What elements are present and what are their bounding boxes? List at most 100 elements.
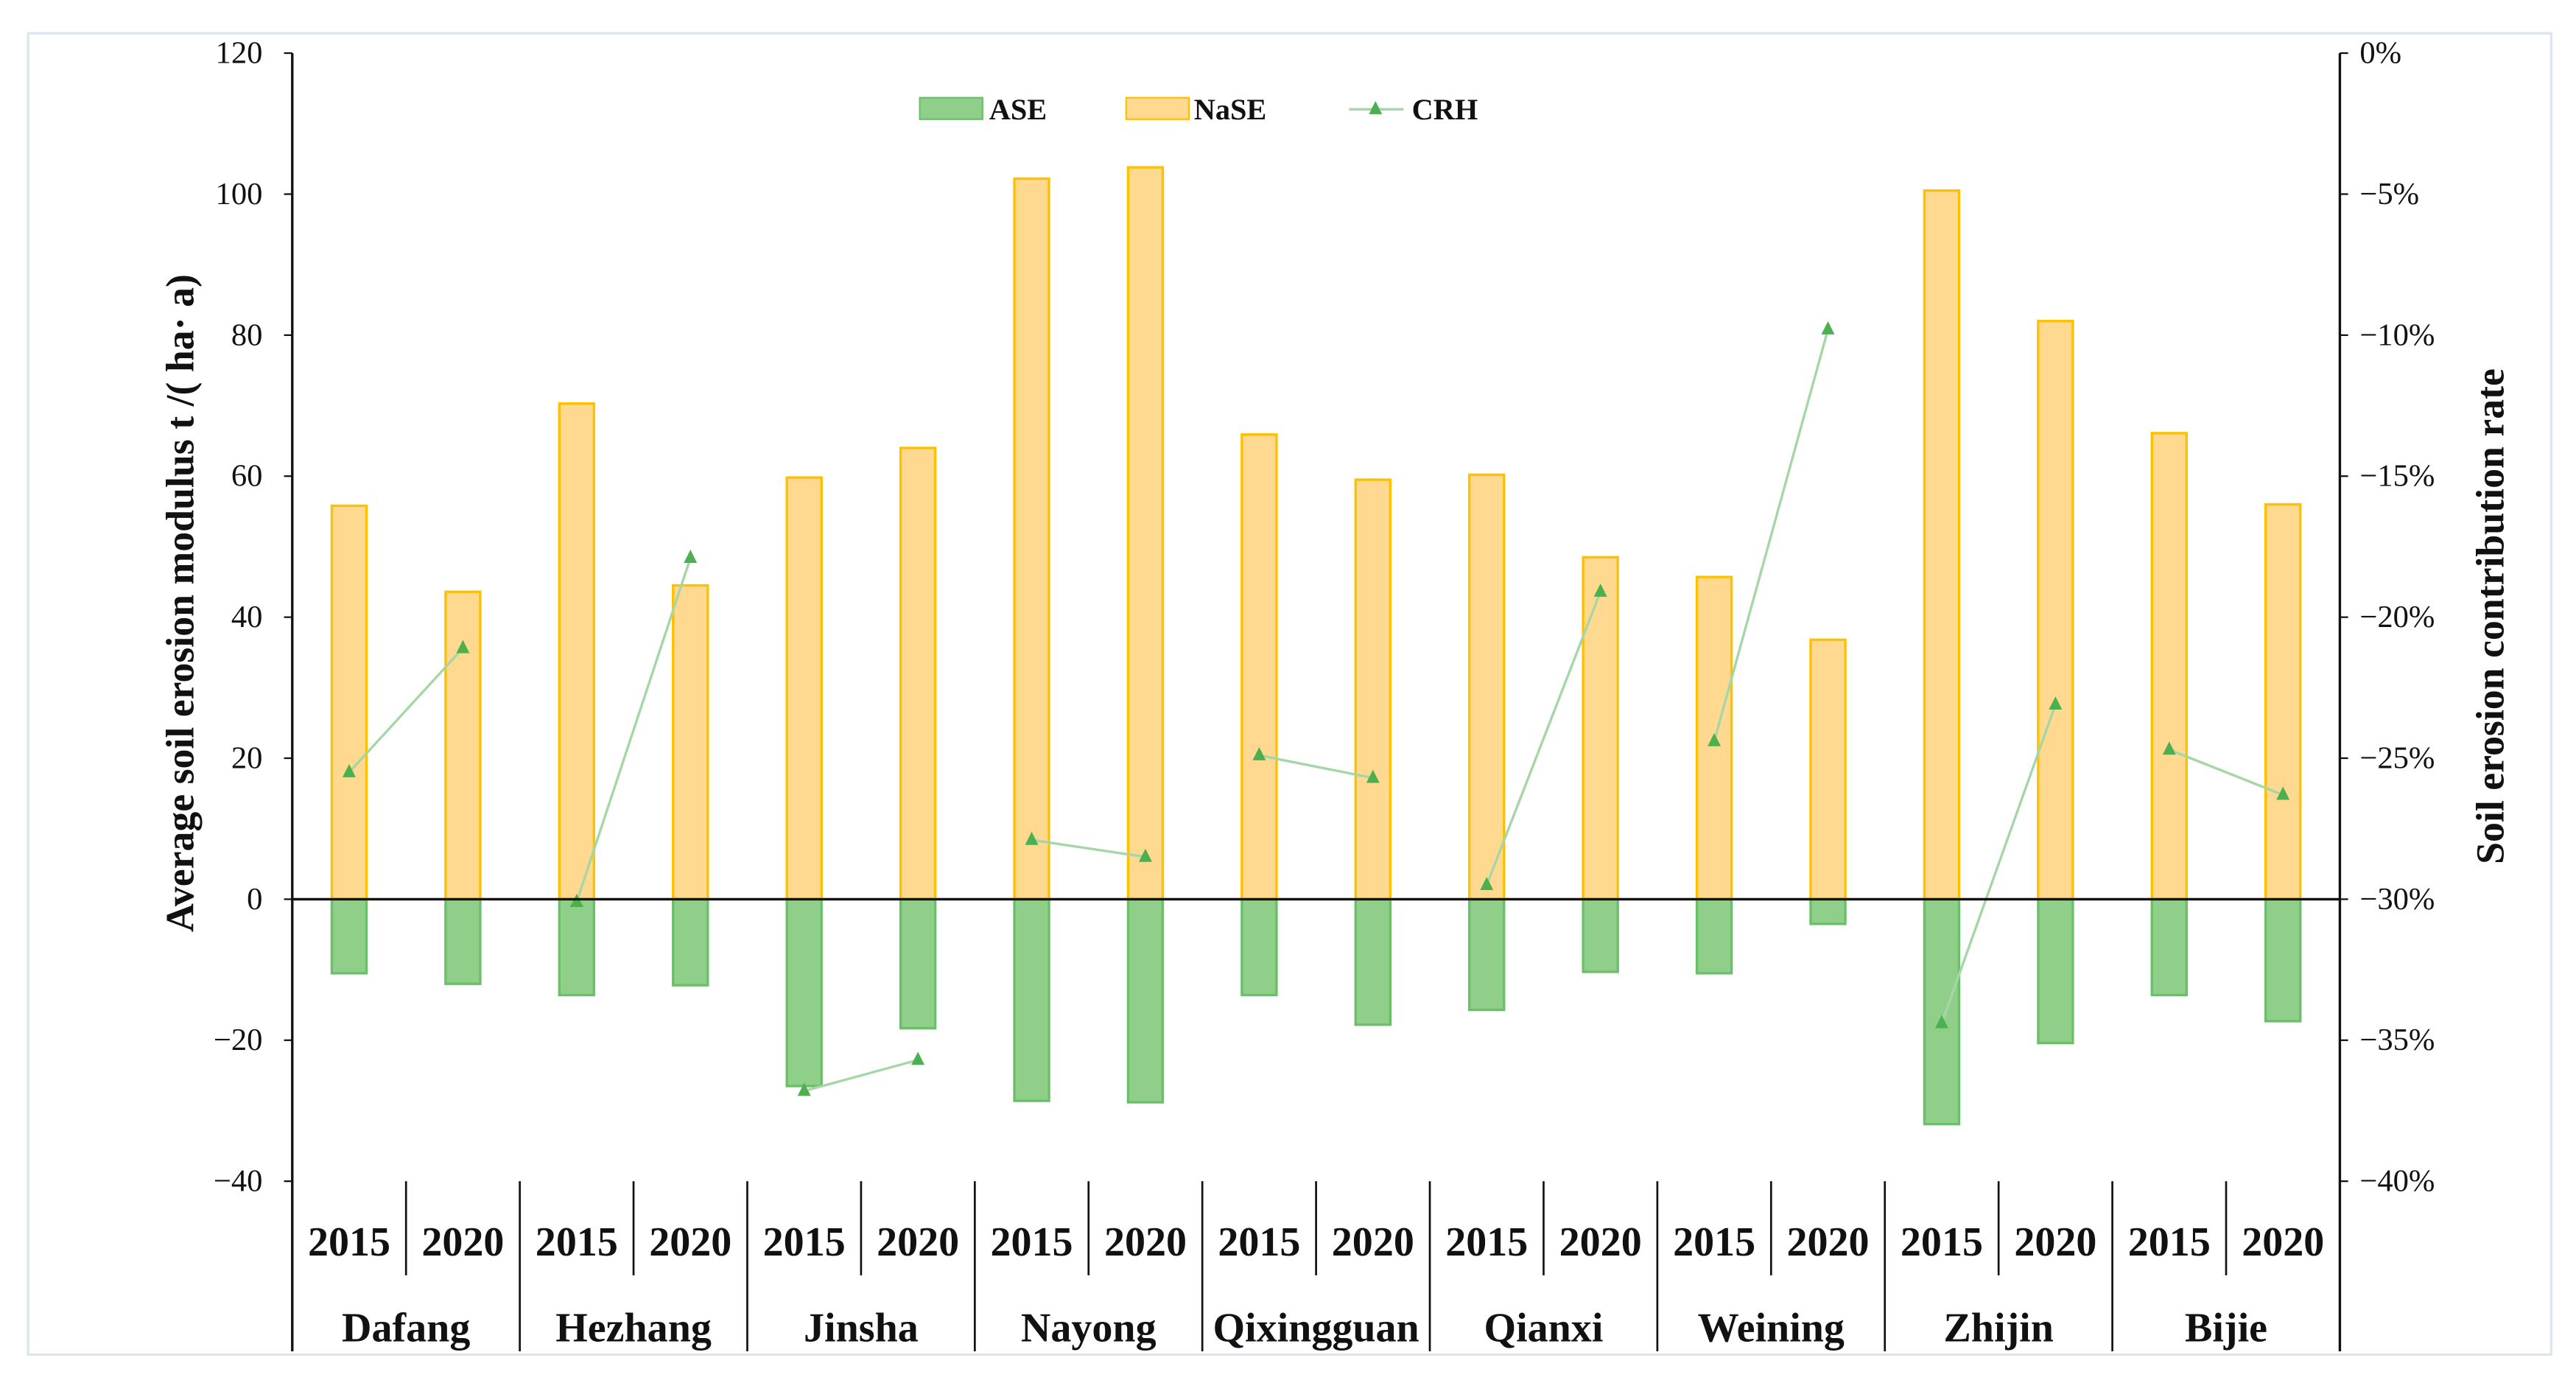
bar-ase xyxy=(1695,897,1733,975)
crh-point xyxy=(1139,848,1152,862)
y2-tick-label: −10% xyxy=(2359,318,2435,352)
crh-point xyxy=(1593,583,1607,597)
y-tick-label: 60 xyxy=(231,459,263,494)
x-group-label: Nayong xyxy=(1021,1306,1157,1351)
legend-swatch-nase xyxy=(1125,97,1190,120)
bar-nase xyxy=(1582,556,1619,901)
crh-line-segment xyxy=(2169,748,2284,796)
x-group-label: Dafang xyxy=(342,1306,470,1351)
x-year-label: 2015 xyxy=(2128,1219,2211,1265)
crh-point xyxy=(1821,321,1835,335)
crh-line-segment xyxy=(1713,329,1830,742)
x-year-label: 2020 xyxy=(421,1219,504,1265)
y2-tick-label: −25% xyxy=(2359,740,2435,775)
x-year-label: 2015 xyxy=(991,1219,1073,1265)
y2-tick-label: −30% xyxy=(2359,882,2435,917)
crh-line-segment xyxy=(804,1058,919,1093)
bar-nase xyxy=(785,476,823,901)
y2-tick-label: −40% xyxy=(2359,1164,2435,1199)
bar-ase xyxy=(1013,897,1050,1102)
legend: ASE NaSE CRH xyxy=(919,93,1478,126)
x-year-label: 2015 xyxy=(308,1219,390,1265)
bar-nase xyxy=(558,402,596,901)
crh-point xyxy=(1708,732,1722,746)
plot-marks xyxy=(330,166,2302,1126)
crh-point xyxy=(2162,741,2176,755)
bar-ase xyxy=(1582,897,1619,973)
y-axis-title: Average soil erosion modulus t /( ha· a) xyxy=(158,274,202,932)
legend-label-crh: CRH xyxy=(1412,93,1478,126)
bar-ase xyxy=(1923,897,1961,1126)
x-year-label: 2015 xyxy=(1218,1219,1300,1265)
x-group-label: Weining xyxy=(1698,1306,1845,1351)
crh-point xyxy=(1366,769,1380,783)
x-year-label: 2020 xyxy=(649,1219,731,1265)
crh-point xyxy=(684,550,698,563)
y-tick-label: −20 xyxy=(214,1023,263,1057)
crh-line-segment xyxy=(1031,838,1146,858)
x-group-label: Qixingguan xyxy=(1212,1306,1419,1351)
x-year-label: 2020 xyxy=(2014,1219,2096,1265)
bar-nase xyxy=(444,590,482,901)
bar-ase xyxy=(2150,897,2189,997)
x-year-label: 2020 xyxy=(877,1219,959,1265)
legend-swatch-ase xyxy=(919,97,983,120)
legend-marker-crh xyxy=(1369,101,1383,115)
y2-axis-title: Soil erosion contribution rate xyxy=(2468,368,2512,864)
x-group-label: Bijie xyxy=(2185,1306,2267,1351)
y-tick-label: 40 xyxy=(231,600,263,634)
x-group-label: Qianxi xyxy=(1484,1306,1603,1351)
bar-ase xyxy=(444,897,482,985)
crh-line-segment xyxy=(1940,704,2057,1024)
x-year-label: 2020 xyxy=(2242,1219,2324,1265)
bar-ase xyxy=(1126,897,1165,1104)
x-year-label: 2020 xyxy=(1559,1219,1642,1265)
crh-point xyxy=(343,763,356,777)
crh-point xyxy=(2049,696,2063,710)
crh-point xyxy=(1934,1015,1948,1029)
bar-nase xyxy=(1923,189,1961,901)
y-tick-label: 0 xyxy=(247,882,262,917)
y-tick-label: −40 xyxy=(214,1164,263,1199)
y-tick-label: 80 xyxy=(231,318,263,352)
legend-label-nase: NaSE xyxy=(1194,93,1267,126)
y-tick-label: 100 xyxy=(216,177,263,211)
axes: 120 100 80 60 40 20 0 −20 −40 0% −5% −10% −15% −20% −2… xyxy=(214,36,2435,1352)
crh-line-segment xyxy=(348,647,464,774)
bar-nase xyxy=(672,584,709,901)
bar-nase xyxy=(1354,478,1392,901)
x-year-label: 2020 xyxy=(1786,1219,1869,1265)
crh-point xyxy=(2276,786,2290,800)
bar-ase xyxy=(2037,897,2074,1045)
legend-label-ase: ASE xyxy=(989,93,1047,126)
bar-nase xyxy=(1240,433,1278,901)
bar-nase xyxy=(1126,166,1165,901)
bar-ase xyxy=(2264,897,2302,1023)
bar-ase xyxy=(1240,897,1278,997)
bar-nase xyxy=(2264,503,2302,901)
y-tick-label: 20 xyxy=(231,740,263,775)
bar-nase xyxy=(1013,177,1050,901)
bar-ase xyxy=(672,897,709,987)
x-year-label: 2015 xyxy=(536,1219,618,1265)
x-year-label: 2020 xyxy=(1332,1219,1414,1265)
x-year-label: 2015 xyxy=(1445,1219,1528,1265)
bar-ase xyxy=(785,897,823,1088)
bar-ase xyxy=(1468,897,1506,1012)
crh-line-segment xyxy=(1259,754,1374,780)
bar-ase xyxy=(1354,897,1392,1026)
x-group-label: Zhijin xyxy=(1943,1306,2053,1351)
bar-nase xyxy=(899,447,937,901)
x-group-label: Jinsha xyxy=(804,1306,919,1351)
y2-tick-label: −5% xyxy=(2359,177,2419,211)
crh-point xyxy=(1252,746,1266,760)
crh-point xyxy=(797,1082,811,1096)
x-year-label: 2020 xyxy=(1104,1219,1187,1265)
x-group-label: Hezhang xyxy=(555,1306,712,1351)
x-year-label: 2015 xyxy=(763,1219,846,1265)
y-tick-label: 120 xyxy=(216,36,263,71)
x-year-label: 2015 xyxy=(1673,1219,1755,1265)
bar-ase xyxy=(1809,897,1847,925)
y2-tick-label: −20% xyxy=(2359,600,2435,634)
